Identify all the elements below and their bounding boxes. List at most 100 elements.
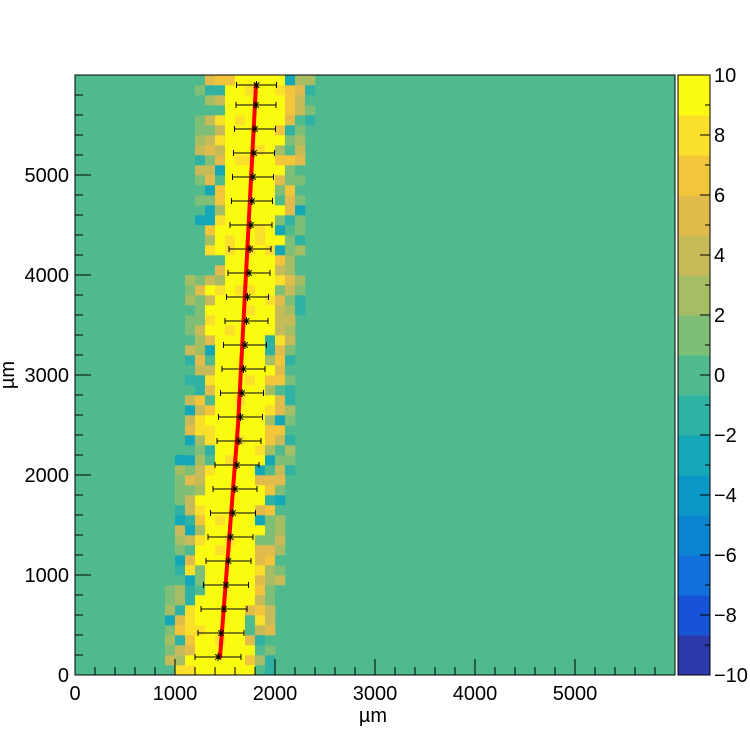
heatmap-cell bbox=[205, 275, 216, 286]
heatmap-cell bbox=[285, 285, 296, 296]
heatmap-cell bbox=[265, 405, 276, 416]
heatmap-cell bbox=[235, 175, 246, 186]
heatmap-cell bbox=[255, 615, 266, 626]
heatmap-cell bbox=[255, 325, 266, 336]
heatmap-cell bbox=[245, 455, 256, 466]
heatmap-cell bbox=[285, 325, 296, 336]
heatmap-cell bbox=[195, 195, 206, 206]
heatmap-cell bbox=[195, 295, 206, 306]
heatmap-cell bbox=[195, 645, 206, 656]
heatmap-cell bbox=[205, 95, 216, 106]
heatmap-cell bbox=[255, 375, 266, 386]
heatmap-cell bbox=[195, 345, 206, 356]
heatmap-cell bbox=[235, 545, 246, 556]
heatmap-cell bbox=[225, 365, 236, 376]
heatmap-cell bbox=[235, 155, 246, 166]
y-axis: 0 1000 2000 3000 4000 5000 bbox=[25, 74, 91, 687]
heatmap-cell bbox=[205, 305, 216, 316]
heatmap-cell bbox=[265, 395, 276, 406]
heatmap-cell bbox=[245, 365, 256, 376]
heatmap-cell bbox=[265, 165, 276, 176]
heatmap-cell bbox=[215, 85, 226, 96]
heatmap-cell bbox=[255, 465, 266, 476]
heatmap-cell bbox=[165, 575, 176, 586]
heatmap-cell bbox=[225, 135, 236, 146]
heatmap-cell bbox=[285, 385, 296, 396]
heatmap-cell bbox=[255, 665, 266, 676]
heatmap-cell bbox=[225, 595, 236, 606]
heatmap-cell bbox=[205, 185, 216, 196]
heatmap-cell bbox=[225, 325, 236, 336]
x-axis: 0 1000 2000 3000 4000 5000 bbox=[69, 659, 676, 705]
heatmap-cell bbox=[255, 145, 266, 156]
y-tick-label: 5000 bbox=[25, 165, 70, 187]
heatmap-cell bbox=[255, 455, 266, 466]
track-point bbox=[238, 389, 246, 397]
heatmap-cell bbox=[275, 75, 286, 86]
colorbar-tick-label: 10 bbox=[714, 65, 736, 87]
x-tick-label: 3000 bbox=[353, 683, 398, 705]
heatmap-cell bbox=[275, 325, 286, 336]
heatmap-cell bbox=[205, 245, 216, 256]
heatmap-cell bbox=[275, 145, 286, 156]
heatmap-cell bbox=[225, 205, 236, 216]
heatmap-cell bbox=[225, 225, 236, 236]
heatmap-cell bbox=[175, 615, 186, 626]
heatmap-cell bbox=[225, 665, 236, 676]
colorbar-swatch bbox=[678, 315, 710, 356]
heatmap-cell bbox=[215, 445, 226, 456]
heatmap-cell bbox=[235, 425, 246, 436]
heatmap-cell bbox=[265, 455, 276, 466]
heatmap-cell bbox=[265, 435, 276, 446]
heatmap-cell bbox=[245, 575, 256, 586]
heatmap-cell bbox=[195, 105, 206, 116]
heatmap-cell bbox=[275, 565, 286, 576]
heatmap-cell bbox=[225, 655, 236, 666]
colorbar-swatch bbox=[678, 555, 710, 596]
heatmap-cell bbox=[295, 255, 306, 266]
heatmap-cell bbox=[245, 465, 256, 476]
heatmap-cell bbox=[205, 665, 216, 676]
heatmap-cell bbox=[275, 515, 286, 526]
heatmap-cell bbox=[225, 115, 236, 126]
heatmap-cell bbox=[185, 415, 196, 426]
heatmap-cell bbox=[285, 105, 296, 116]
heatmap-cell bbox=[245, 305, 256, 316]
colorbar: 10 8 6 4 2 0 −2 −4 −6 −8 −10 bbox=[677, 65, 748, 687]
heatmap-cell bbox=[245, 235, 256, 246]
heatmap-cell bbox=[195, 125, 206, 136]
track-markers bbox=[214, 81, 261, 661]
heatmap-cell bbox=[205, 415, 216, 426]
track-point bbox=[245, 269, 253, 277]
heatmap-cell bbox=[255, 435, 266, 446]
heatmap-cell bbox=[235, 85, 246, 96]
track-point bbox=[247, 221, 255, 229]
heatmap-cell bbox=[185, 275, 196, 286]
heatmap-cell bbox=[225, 355, 236, 366]
heatmap-cell bbox=[205, 125, 216, 136]
heatmap-cell bbox=[255, 655, 266, 666]
heatmap-cell bbox=[185, 525, 196, 536]
heatmap-cell bbox=[255, 415, 266, 426]
heatmap-cell bbox=[295, 285, 306, 296]
heatmap-cell bbox=[205, 475, 216, 486]
heatmap-cell bbox=[265, 305, 276, 316]
heatmap-cell bbox=[285, 165, 296, 176]
heatmap-cell bbox=[215, 75, 226, 86]
heatmap-cell bbox=[235, 115, 246, 126]
heatmap-cell bbox=[235, 305, 246, 316]
heatmap-cell bbox=[255, 275, 266, 286]
heatmap-cell bbox=[205, 555, 216, 566]
heatmap-cell bbox=[275, 205, 286, 216]
heatmap-cell bbox=[205, 645, 216, 656]
colorbar-swatch bbox=[678, 435, 710, 476]
heatmap-cell bbox=[195, 155, 206, 166]
heatmap-cell bbox=[265, 635, 276, 646]
heatmap-cell bbox=[255, 105, 266, 116]
heatmap-cell bbox=[245, 435, 256, 446]
heatmap-cell bbox=[175, 665, 186, 676]
heatmap-cell bbox=[215, 215, 226, 226]
heatmap-cell bbox=[255, 95, 266, 106]
heatmap-cell bbox=[275, 415, 286, 426]
